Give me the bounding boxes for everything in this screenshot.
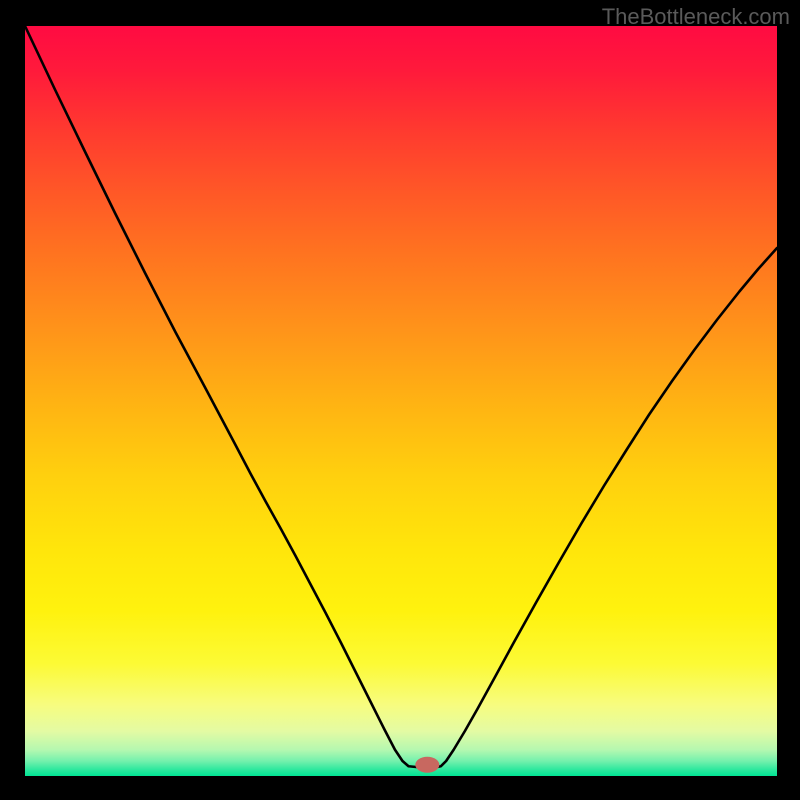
minimum-marker: [415, 757, 439, 773]
chart-container: TheBottleneck.com: [0, 0, 800, 800]
gradient-background: [25, 26, 777, 776]
watermark-text: TheBottleneck.com: [602, 4, 790, 30]
chart-svg: [0, 0, 800, 800]
